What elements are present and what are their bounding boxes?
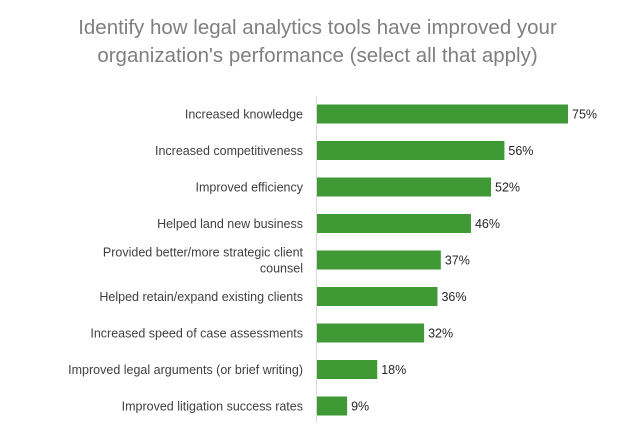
bar [317,323,425,343]
bar [317,250,441,270]
bar [317,360,378,379]
data-label: 9% [351,400,369,414]
category-label: Increased speed of case assessments [90,327,303,341]
chart-title: Identify how legal analytics tools have … [0,14,635,70]
category-label-line: Improved legal arguments (or brief writi… [68,363,303,377]
data-label: 56% [508,144,533,158]
bar [317,214,471,233]
bar-group: 32% Increased speed of case assessments [90,323,453,343]
bar-group: 52% Improved efficiency [196,177,520,197]
bar-group: 56% Increased competitiveness [155,141,533,160]
bar-group: 75% Increased knowledge [185,104,597,124]
data-label: 75% [572,108,597,122]
category-label: Improved efficiency [196,181,304,195]
category-label-line: Helped retain/expand existing clients [99,290,303,304]
category-label-line: Improved litigation success rates [122,400,303,414]
category-label-line: Improved efficiency [196,181,304,195]
bar-group: 37% Provided better/more strategic client… [103,246,470,276]
bar-group: 46% Helped land new business [157,214,500,233]
bar-group: 9% Improved litigation success rates [122,396,369,416]
category-label: Helped retain/expand existing clients [99,290,303,304]
data-label: 52% [495,181,520,195]
bar [317,287,438,306]
category-label: Increased knowledge [185,108,303,122]
bar-group: 18% Improved legal arguments (or brief wr… [68,360,406,379]
category-label: Helped land new business [157,217,303,231]
category-label-line: Increased competitiveness [155,144,303,158]
category-label-line: counsel [260,262,303,276]
data-label: 32% [428,327,453,341]
bar-group: 36% Helped retain/expand existing clients [99,287,467,306]
category-label: Increased competitiveness [155,144,303,158]
category-label-line: Increased speed of case assessments [90,327,303,341]
data-label: 37% [445,254,470,268]
category-label-line: Increased knowledge [185,108,303,122]
data-label: 46% [475,217,500,231]
category-label: Provided better/more strategic client cou… [103,246,304,276]
category-label-line: Helped land new business [157,217,303,231]
bar [317,141,505,160]
category-label: Improved legal arguments (or brief writi… [68,363,303,377]
chart-title-line-1: Identify how legal analytics tools have … [78,16,557,39]
bar [317,177,492,197]
bar [317,396,348,416]
category-label-line: Provided better/more strategic client [103,246,304,260]
data-label: 36% [441,290,466,304]
data-label: 18% [381,363,406,377]
chart-title-line-2: organization's performance (select all t… [97,44,538,67]
bar [317,104,568,124]
category-label: Improved litigation success rates [122,400,303,414]
bars-layer: 75% Increased knowledge 56% Increased compe… [68,104,597,416]
